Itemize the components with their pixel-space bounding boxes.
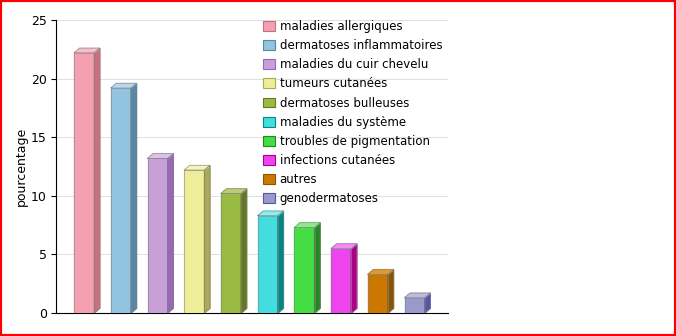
Y-axis label: pourcentage: pourcentage (15, 127, 28, 206)
Polygon shape (74, 48, 100, 53)
Polygon shape (221, 189, 247, 194)
Polygon shape (404, 293, 430, 298)
Polygon shape (147, 154, 173, 158)
Polygon shape (314, 223, 320, 313)
Polygon shape (185, 170, 205, 313)
Polygon shape (331, 249, 352, 313)
Polygon shape (147, 158, 168, 313)
Polygon shape (185, 165, 210, 170)
Polygon shape (258, 211, 283, 216)
Polygon shape (295, 227, 314, 313)
Polygon shape (404, 298, 425, 313)
Polygon shape (258, 216, 278, 313)
Polygon shape (111, 88, 131, 313)
Legend: maladies allergiques, dermatoses inflammatoires, maladies du cuir chevelu, tumeu: maladies allergiques, dermatoses inflamm… (263, 20, 442, 205)
Polygon shape (352, 244, 357, 313)
Polygon shape (241, 189, 247, 313)
Polygon shape (425, 293, 430, 313)
Polygon shape (368, 269, 393, 274)
Polygon shape (331, 244, 357, 249)
Polygon shape (388, 269, 393, 313)
Polygon shape (295, 223, 320, 227)
Polygon shape (95, 48, 100, 313)
Polygon shape (368, 274, 388, 313)
Polygon shape (131, 83, 137, 313)
Polygon shape (278, 211, 283, 313)
Polygon shape (221, 194, 241, 313)
Polygon shape (111, 83, 137, 88)
Polygon shape (205, 165, 210, 313)
Polygon shape (168, 154, 173, 313)
Polygon shape (74, 53, 95, 313)
